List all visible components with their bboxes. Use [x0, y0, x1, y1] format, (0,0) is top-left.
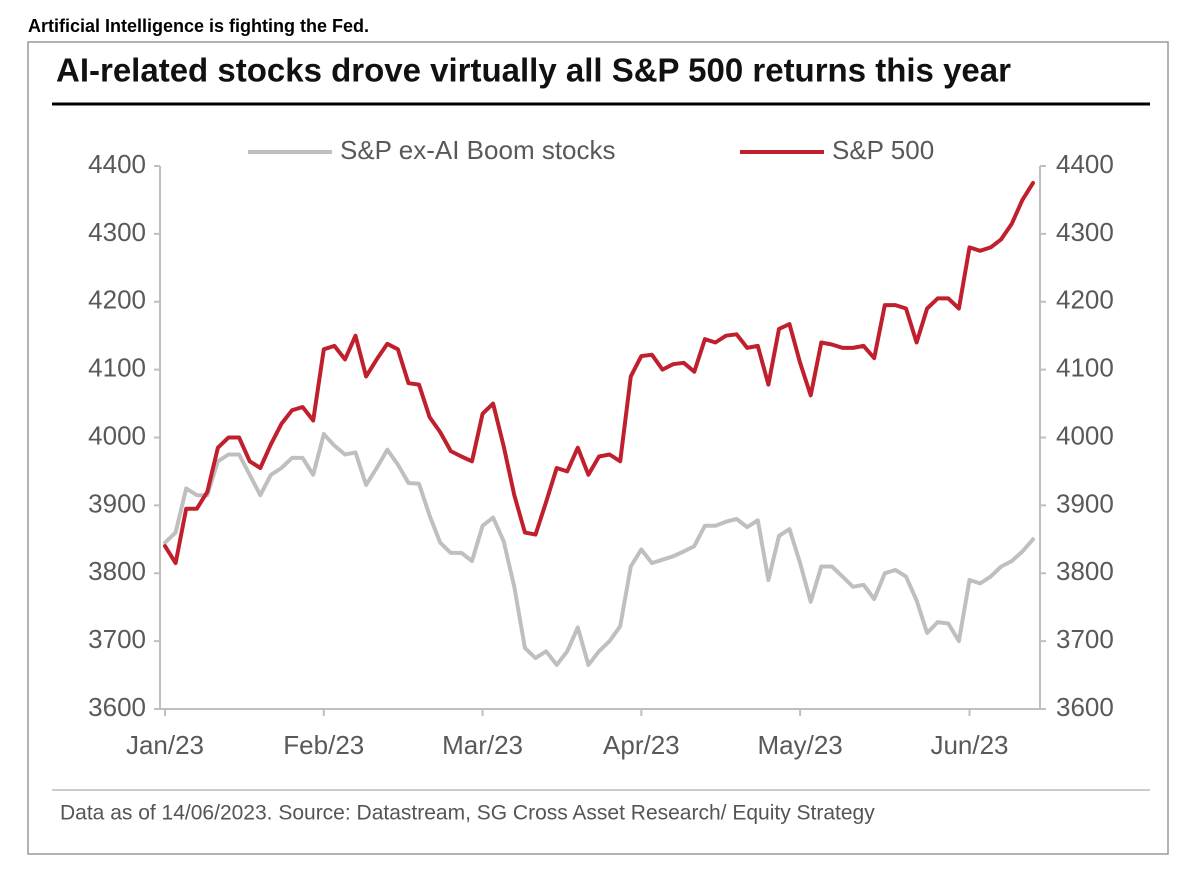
- y-tick-label: 4000: [88, 420, 146, 450]
- y2-tick-label: 4100: [1056, 353, 1114, 383]
- y2-tick-label: 3600: [1056, 692, 1114, 722]
- x-tick-label: Jun/23: [930, 730, 1008, 760]
- series-line: [163, 181, 1035, 566]
- y2-tick-label: 3700: [1056, 624, 1114, 654]
- x-tick-label: May/23: [757, 730, 842, 760]
- source-note: Data as of 14/06/2023. Source: Datastrea…: [60, 802, 875, 825]
- y2-tick-label: 3900: [1056, 488, 1114, 518]
- legend-label: S&P 500: [832, 135, 934, 165]
- x-tick-label: Apr/23: [603, 730, 680, 760]
- y-tick-label: 3900: [88, 488, 146, 518]
- y-tick-label: 3600: [88, 692, 146, 722]
- x-tick-label: Mar/23: [442, 730, 523, 760]
- y2-tick-label: 4300: [1056, 217, 1114, 247]
- y2-tick-label: 4000: [1056, 420, 1114, 450]
- y-tick-label: 3700: [88, 624, 146, 654]
- legend-label: S&P ex-AI Boom stocks: [340, 135, 616, 165]
- y-tick-label: 3800: [88, 556, 146, 586]
- y-tick-label: 4400: [88, 149, 146, 179]
- y-tick-label: 4300: [88, 217, 146, 247]
- y2-tick-label: 4200: [1056, 285, 1114, 315]
- page-header: Artificial Intelligence is fighting the …: [28, 16, 369, 36]
- y2-tick-label: 4400: [1056, 149, 1114, 179]
- x-tick-label: Feb/23: [283, 730, 364, 760]
- y-tick-label: 4100: [88, 353, 146, 383]
- chart-title: AI-related stocks drove virtually all S&…: [56, 52, 1011, 89]
- y2-tick-label: 3800: [1056, 556, 1114, 586]
- y-tick-label: 4200: [88, 285, 146, 315]
- series-line: [163, 432, 1035, 667]
- chart-frame: [27, 41, 1169, 855]
- x-tick-label: Jan/23: [126, 730, 204, 760]
